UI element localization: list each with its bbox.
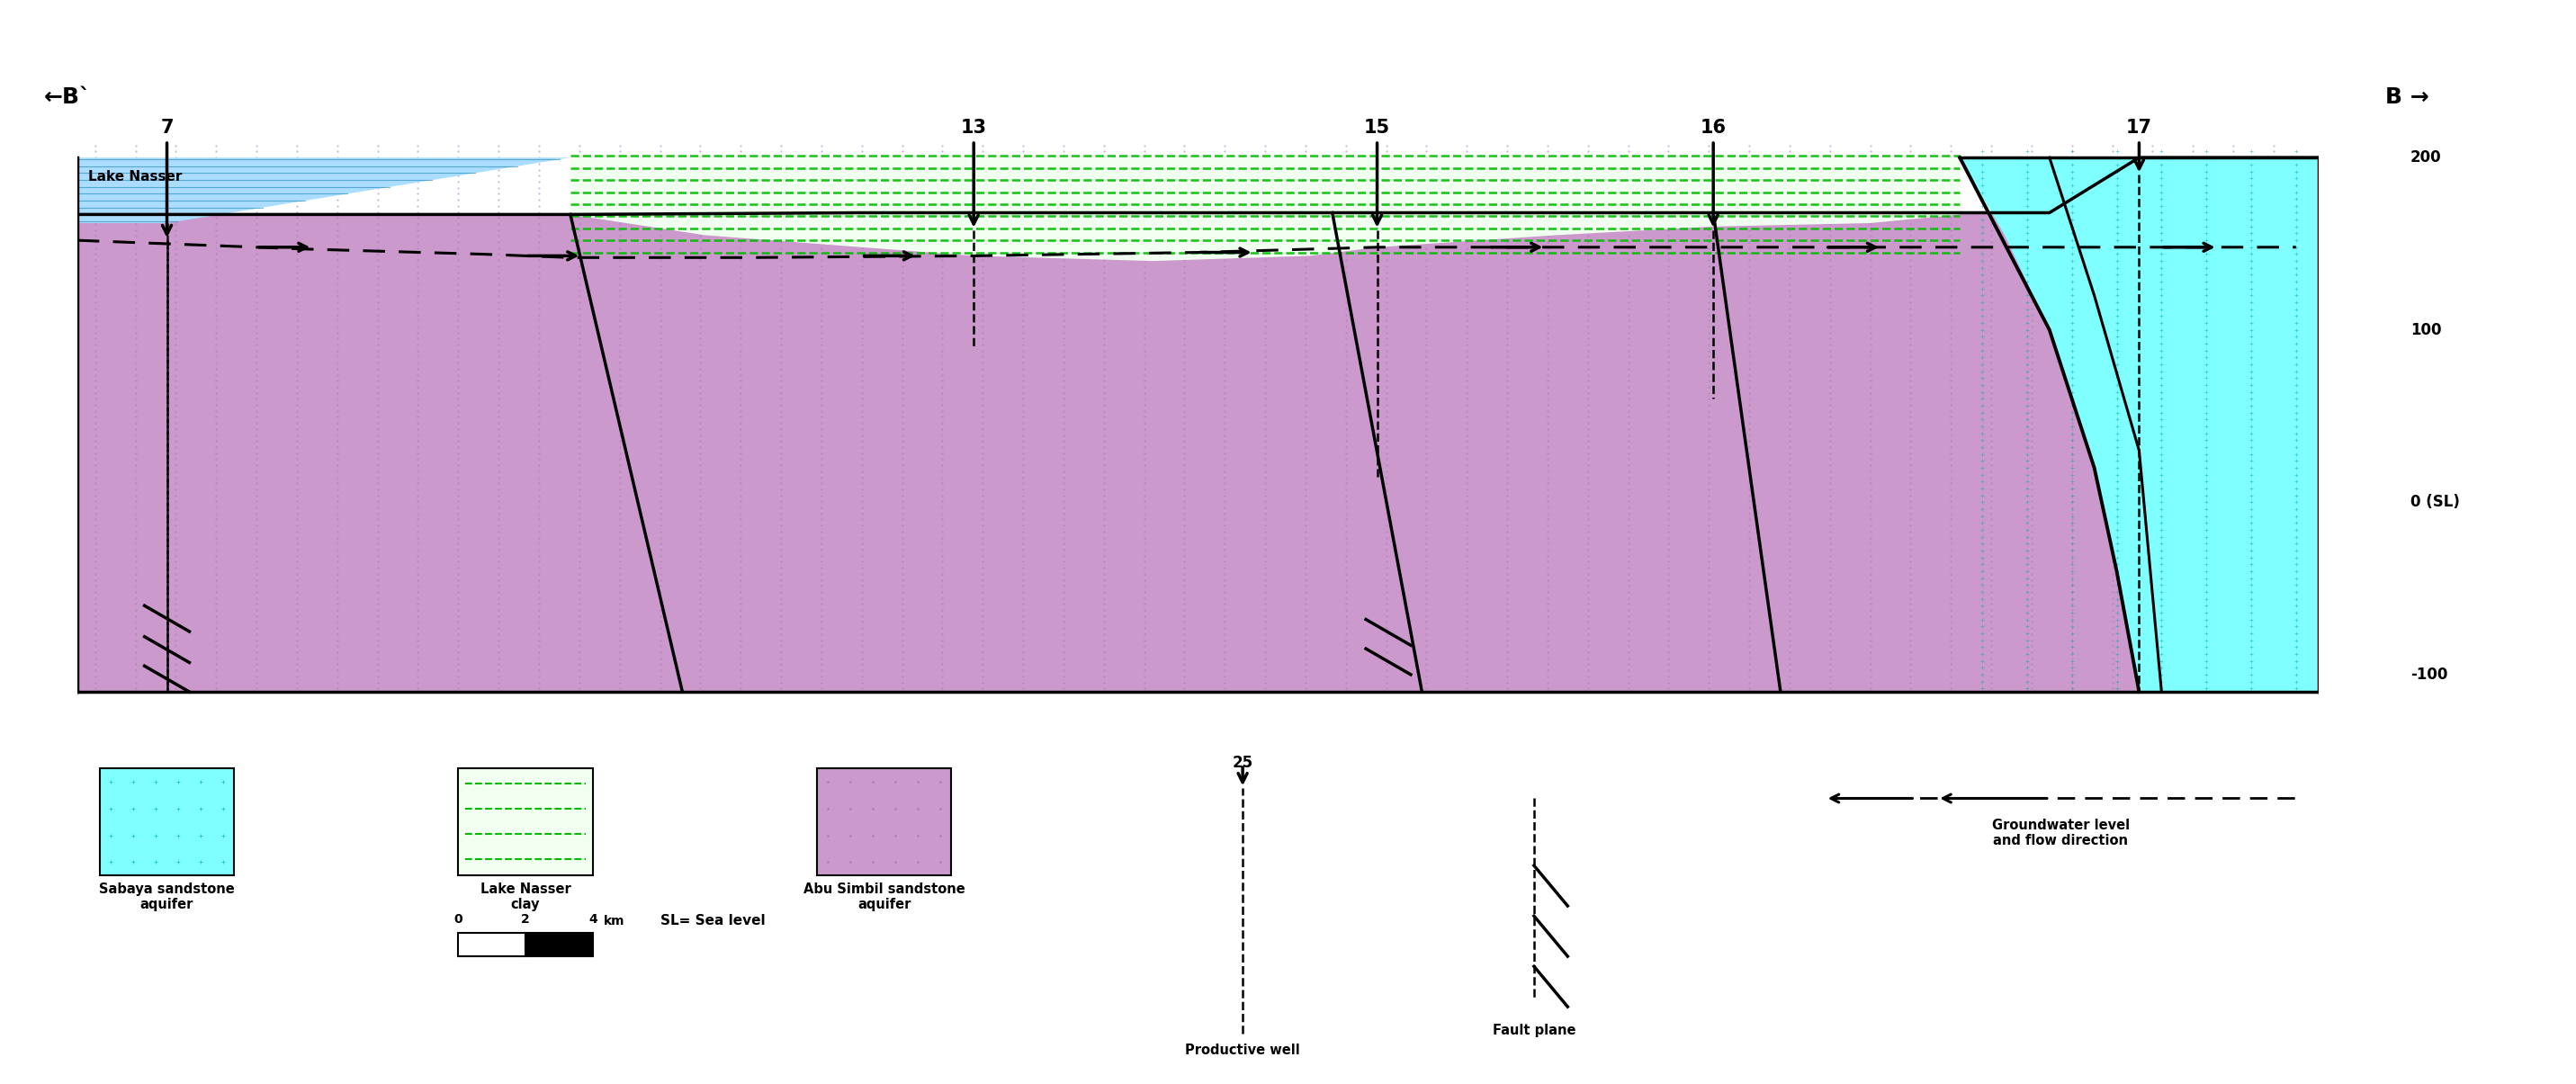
Polygon shape <box>569 157 1960 261</box>
Text: 7: 7 <box>160 119 173 137</box>
Polygon shape <box>459 769 592 876</box>
Polygon shape <box>2352 416 2393 502</box>
Polygon shape <box>100 769 234 876</box>
Text: 15: 15 <box>1365 119 1391 137</box>
Text: 200: 200 <box>2411 150 2442 166</box>
Text: -100: -100 <box>2411 667 2447 683</box>
Text: SL= Sea level: SL= Sea level <box>659 914 765 928</box>
Text: km: km <box>603 915 626 928</box>
Polygon shape <box>2352 157 2393 330</box>
Text: 16: 16 <box>1700 119 1726 137</box>
Text: Productive well: Productive well <box>1185 1044 1301 1057</box>
Polygon shape <box>77 157 569 223</box>
Text: Sabaya sandstone
aquifer: Sabaya sandstone aquifer <box>98 882 234 912</box>
Polygon shape <box>459 932 526 956</box>
Text: ←B`: ←B` <box>44 87 90 108</box>
Text: 0: 0 <box>453 914 464 926</box>
Polygon shape <box>817 769 951 876</box>
Text: Abu Simbil sandstone
aquifer: Abu Simbil sandstone aquifer <box>804 882 966 912</box>
Text: Groundwater level
and flow direction: Groundwater level and flow direction <box>1991 818 2130 848</box>
Text: 13: 13 <box>961 119 987 137</box>
Text: Lake Nasser: Lake Nasser <box>88 170 183 183</box>
Text: 2: 2 <box>520 914 531 926</box>
Text: Lake Nasser
clay: Lake Nasser clay <box>479 882 572 912</box>
Polygon shape <box>77 157 2318 692</box>
Polygon shape <box>2352 330 2393 416</box>
Text: 100: 100 <box>2411 322 2442 338</box>
Polygon shape <box>526 932 592 956</box>
Text: B →: B → <box>2385 87 2429 108</box>
Text: 0 (SL): 0 (SL) <box>2411 494 2460 511</box>
Text: 4: 4 <box>587 914 598 926</box>
Text: 17: 17 <box>2125 119 2151 137</box>
Polygon shape <box>1960 157 2318 692</box>
Text: 25: 25 <box>1231 754 1252 771</box>
Text: Fault plane: Fault plane <box>1492 1023 1577 1037</box>
